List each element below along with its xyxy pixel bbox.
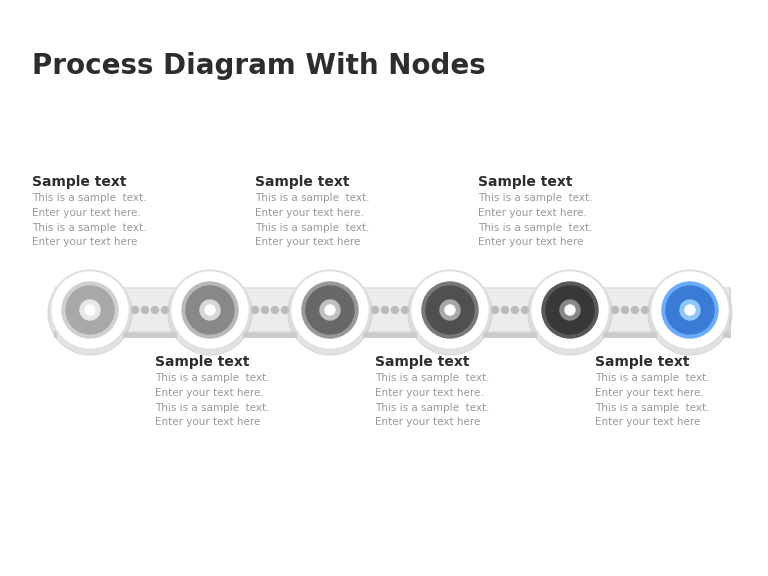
Circle shape	[251, 306, 259, 313]
Circle shape	[62, 282, 118, 338]
Circle shape	[392, 306, 399, 313]
Circle shape	[537, 297, 603, 363]
Circle shape	[57, 297, 123, 363]
Circle shape	[282, 306, 289, 313]
Circle shape	[57, 257, 123, 323]
Circle shape	[205, 305, 215, 315]
Circle shape	[177, 297, 243, 363]
Circle shape	[528, 271, 612, 355]
Circle shape	[297, 257, 363, 323]
Circle shape	[80, 300, 100, 320]
Circle shape	[650, 270, 730, 350]
Circle shape	[408, 271, 492, 355]
Circle shape	[382, 306, 389, 313]
Circle shape	[151, 306, 158, 313]
Circle shape	[372, 306, 379, 313]
Text: Sample text: Sample text	[32, 175, 127, 189]
Circle shape	[66, 286, 114, 334]
Circle shape	[502, 306, 508, 313]
Circle shape	[532, 272, 608, 348]
Text: This is a sample  text.
Enter your text here.
This is a sample  text.
Enter your: This is a sample text. Enter your text h…	[478, 193, 592, 248]
Circle shape	[440, 300, 460, 320]
Circle shape	[288, 271, 372, 355]
Circle shape	[320, 300, 340, 320]
Text: Sample text: Sample text	[255, 175, 349, 189]
Circle shape	[48, 271, 132, 355]
Circle shape	[182, 282, 238, 338]
Circle shape	[325, 305, 335, 315]
Text: This is a sample  text.
Enter your text here.
This is a sample  text.
Enter your: This is a sample text. Enter your text h…	[375, 373, 489, 427]
Circle shape	[631, 306, 638, 313]
Circle shape	[666, 286, 714, 334]
Circle shape	[290, 270, 370, 350]
Circle shape	[662, 282, 718, 338]
Circle shape	[302, 282, 358, 338]
Circle shape	[261, 306, 269, 313]
Circle shape	[546, 286, 594, 334]
Text: Sample text: Sample text	[595, 355, 690, 369]
Text: This is a sample  text.
Enter your text here.
This is a sample  text.
Enter your: This is a sample text. Enter your text h…	[155, 373, 270, 427]
Circle shape	[402, 306, 409, 313]
Circle shape	[657, 297, 723, 363]
Circle shape	[657, 257, 723, 323]
Circle shape	[426, 286, 474, 334]
FancyBboxPatch shape	[55, 288, 730, 332]
Circle shape	[52, 272, 128, 348]
Circle shape	[412, 272, 488, 348]
Circle shape	[417, 297, 483, 363]
Circle shape	[186, 286, 234, 334]
Circle shape	[410, 270, 490, 350]
FancyBboxPatch shape	[54, 290, 731, 338]
Circle shape	[492, 306, 498, 313]
Circle shape	[85, 305, 95, 315]
Circle shape	[542, 282, 598, 338]
Circle shape	[292, 272, 368, 348]
Circle shape	[170, 270, 250, 350]
Circle shape	[168, 271, 252, 355]
Circle shape	[172, 272, 248, 348]
Circle shape	[141, 306, 148, 313]
Circle shape	[161, 306, 168, 313]
Circle shape	[521, 306, 528, 313]
Circle shape	[131, 306, 138, 313]
Text: This is a sample  text.
Enter your text here.
This is a sample  text.
Enter your: This is a sample text. Enter your text h…	[32, 193, 147, 248]
Circle shape	[652, 272, 728, 348]
Circle shape	[511, 306, 518, 313]
Circle shape	[565, 305, 575, 315]
Circle shape	[648, 271, 732, 355]
Text: Sample text: Sample text	[375, 355, 469, 369]
Text: Process Diagram With Nodes: Process Diagram With Nodes	[32, 52, 485, 80]
Circle shape	[641, 306, 648, 313]
Circle shape	[177, 257, 243, 323]
Circle shape	[200, 300, 220, 320]
Circle shape	[417, 257, 483, 323]
Text: This is a sample  text.
Enter your text here.
This is a sample  text.
Enter your: This is a sample text. Enter your text h…	[595, 373, 710, 427]
Circle shape	[530, 270, 610, 350]
Circle shape	[611, 306, 618, 313]
Circle shape	[272, 306, 279, 313]
Circle shape	[297, 297, 363, 363]
Text: Sample text: Sample text	[478, 175, 572, 189]
Circle shape	[560, 300, 580, 320]
Circle shape	[306, 286, 354, 334]
Text: Sample text: Sample text	[155, 355, 250, 369]
Circle shape	[537, 257, 603, 323]
Circle shape	[685, 305, 695, 315]
Text: This is a sample  text.
Enter your text here.
This is a sample  text.
Enter your: This is a sample text. Enter your text h…	[255, 193, 369, 248]
Circle shape	[445, 305, 455, 315]
Circle shape	[50, 270, 130, 350]
Circle shape	[680, 300, 700, 320]
Circle shape	[422, 282, 478, 338]
Circle shape	[621, 306, 628, 313]
